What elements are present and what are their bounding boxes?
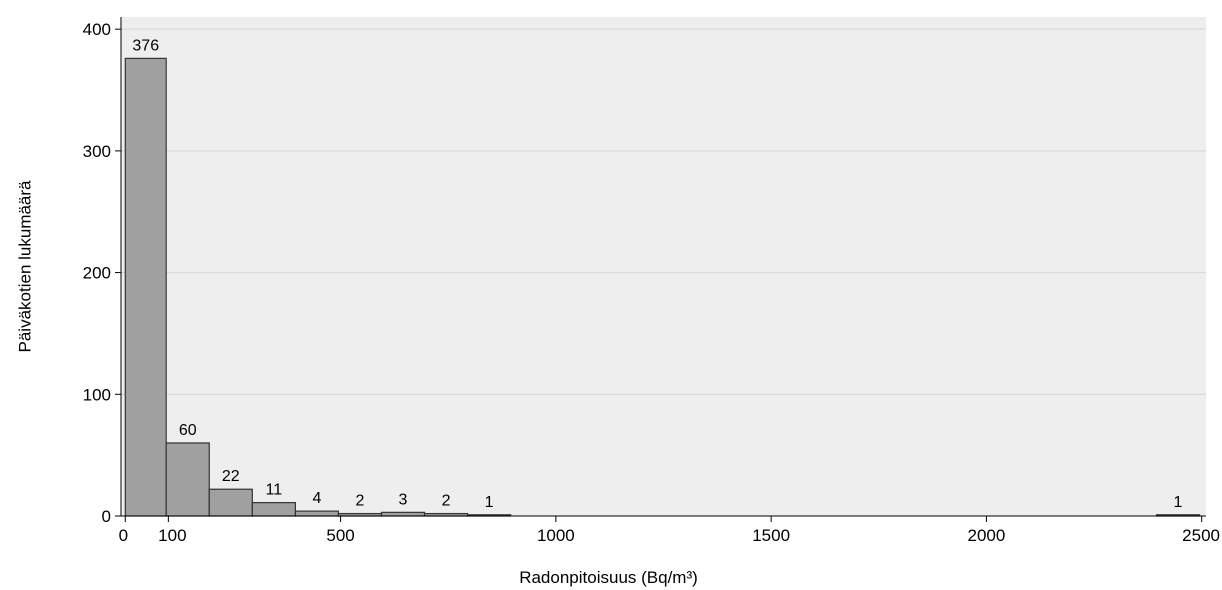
- bar-value-label: 2: [356, 493, 365, 510]
- bar: [380, 511, 426, 517]
- bar: [208, 488, 253, 517]
- bar-value-label: 11: [266, 482, 283, 499]
- y-tick-label: 300: [83, 142, 111, 161]
- bar-value-label: 4: [312, 490, 321, 507]
- x-tick-label: 2000: [968, 526, 1006, 545]
- y-tick-label: 200: [83, 264, 111, 283]
- x-tick-label: 0: [119, 526, 128, 545]
- bar-value-label: 2: [442, 493, 451, 510]
- bar: [251, 502, 296, 517]
- x-tick-label: 1500: [752, 526, 790, 545]
- x-axis-ticks: 0 100 500 1000 1500 2000 2500: [119, 516, 1220, 545]
- x-axis-title: Radonpitoisuus (Bq/m³): [519, 568, 698, 587]
- bar-value-label: 1: [1174, 494, 1183, 511]
- bar-value-label: 3: [399, 491, 408, 508]
- bar: [294, 510, 340, 517]
- bar: [165, 442, 210, 517]
- x-tick-label: 100: [158, 526, 186, 545]
- y-axis-title: Päiväkotien lukumäärä: [15, 180, 34, 353]
- plot-background: [121, 17, 1206, 516]
- y-tick-label: 400: [83, 20, 111, 39]
- y-axis-ticks: 0 100 200 300 400: [83, 20, 121, 526]
- y-tick-label: 100: [83, 385, 111, 404]
- bar: [124, 57, 167, 517]
- gridlines: [121, 28, 1206, 395]
- bar-value-label: 22: [222, 468, 240, 485]
- bar-value-label: 60: [179, 422, 197, 439]
- x-tick-label: 2500: [1182, 526, 1220, 545]
- bar-value-label: 376: [132, 37, 159, 54]
- x-tick-label: 1000: [537, 526, 575, 545]
- x-tick-label: 500: [326, 526, 354, 545]
- bar-value-label: 1: [485, 494, 494, 511]
- y-tick-label: 0: [102, 507, 111, 526]
